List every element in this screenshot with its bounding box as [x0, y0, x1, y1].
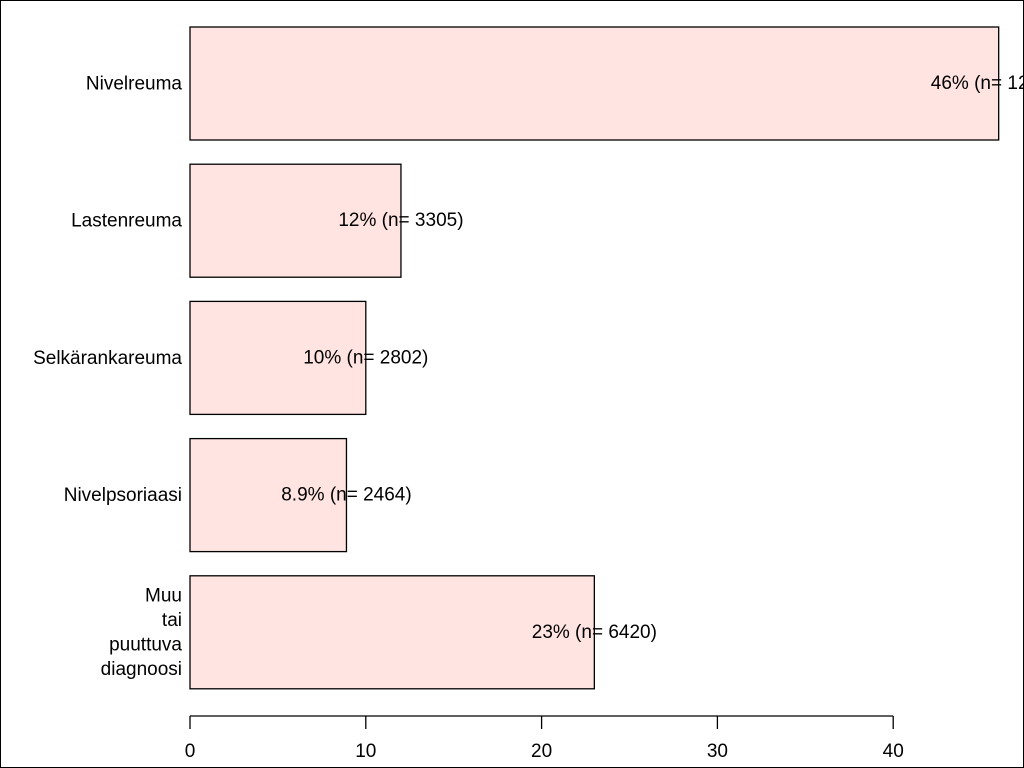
category-label: Nivelreuma [86, 73, 183, 94]
category-label-line: tai [162, 610, 182, 631]
category-label: Lastenreuma [71, 210, 182, 231]
x-tick-label: 0 [185, 741, 196, 762]
x-axis: 0 10 20 30 40 [185, 715, 904, 762]
category-label: Selkärankareuma [33, 347, 182, 368]
bar [189, 300, 367, 416]
x-tick-label: 10 [355, 741, 376, 762]
x-tick-label: 40 [883, 741, 904, 762]
category-label: Nivelpsoriaasi [64, 485, 182, 506]
labels-layer: Nivelreuma 46% (n= 12736) Lastenreuma 12% (… [33, 73, 1024, 680]
bars-layer [189, 26, 1000, 690]
x-tick-label: 30 [707, 741, 728, 762]
bar-value-label: 10% (n= 2802) [303, 347, 428, 368]
bar-value-label: 23% (n= 6420) [532, 622, 657, 643]
category-label-line: Muu [145, 585, 182, 606]
bar-value-label: 46% (n= 12736) [931, 73, 1024, 94]
x-tick-label: 20 [531, 741, 552, 762]
category-label-line: puuttuva [109, 634, 182, 655]
bar-value-label: 8.9% (n= 2464) [281, 485, 411, 506]
category-label-line: diagnoosi [101, 659, 182, 680]
category-label-line: Nivelreuma [86, 73, 183, 94]
bar [189, 437, 348, 553]
category-label: Muu tai puuttuva diagnoosi [101, 585, 183, 680]
bar [189, 163, 402, 278]
category-label-line: Nivelpsoriaasi [64, 485, 182, 506]
bar [189, 26, 1000, 141]
bar [189, 575, 595, 690]
category-label-line: Lastenreuma [71, 210, 182, 231]
category-label-line: Selkärankareuma [33, 347, 182, 368]
bar-value-label: 12% (n= 3305) [338, 210, 463, 231]
